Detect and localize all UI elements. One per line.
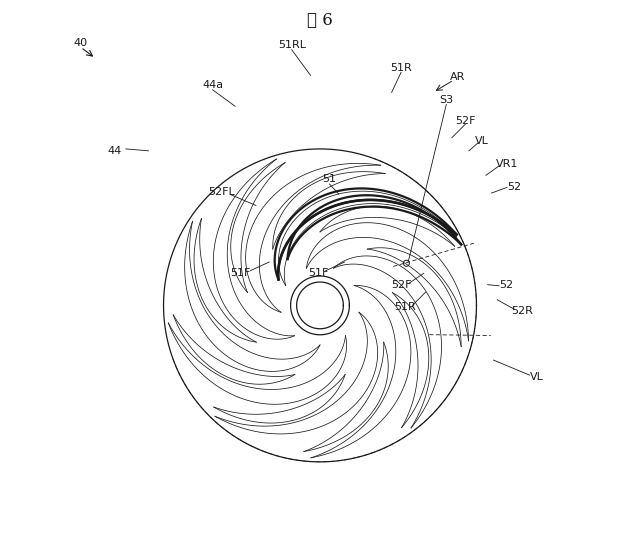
Text: 52F: 52F xyxy=(391,280,412,290)
Text: 図 6: 図 6 xyxy=(307,12,333,29)
Polygon shape xyxy=(320,206,454,246)
Text: 44a: 44a xyxy=(202,80,223,90)
Text: 44: 44 xyxy=(108,146,122,156)
Polygon shape xyxy=(304,342,388,451)
Polygon shape xyxy=(214,374,345,423)
Text: 51RL: 51RL xyxy=(278,40,306,50)
Text: VL: VL xyxy=(475,136,489,146)
Polygon shape xyxy=(185,222,320,372)
Polygon shape xyxy=(278,191,456,286)
Polygon shape xyxy=(333,256,442,428)
Polygon shape xyxy=(273,172,385,249)
Polygon shape xyxy=(307,223,468,341)
Polygon shape xyxy=(287,195,461,259)
Text: 51R: 51R xyxy=(390,63,412,73)
Text: 51F: 51F xyxy=(230,268,251,278)
Polygon shape xyxy=(231,162,285,292)
Text: 51: 51 xyxy=(323,174,337,184)
Text: VR1: VR1 xyxy=(495,159,518,169)
Polygon shape xyxy=(173,315,295,384)
Polygon shape xyxy=(215,312,378,434)
Polygon shape xyxy=(213,159,294,339)
Text: 52: 52 xyxy=(507,181,521,191)
Text: 52R: 52R xyxy=(511,306,532,316)
Text: S3: S3 xyxy=(439,95,453,105)
Polygon shape xyxy=(367,248,461,347)
Text: 52: 52 xyxy=(500,280,514,290)
Text: 51R: 51R xyxy=(394,302,416,312)
Text: 40: 40 xyxy=(74,39,88,49)
Polygon shape xyxy=(275,189,456,280)
Text: 52F: 52F xyxy=(455,116,476,126)
Polygon shape xyxy=(311,286,411,458)
Polygon shape xyxy=(246,163,381,312)
Polygon shape xyxy=(168,323,347,405)
Text: AR: AR xyxy=(450,73,465,82)
Polygon shape xyxy=(194,218,257,342)
Text: VL: VL xyxy=(530,372,544,382)
Text: 52FL: 52FL xyxy=(209,187,236,198)
Text: 51F: 51F xyxy=(308,268,328,278)
Polygon shape xyxy=(392,292,429,427)
